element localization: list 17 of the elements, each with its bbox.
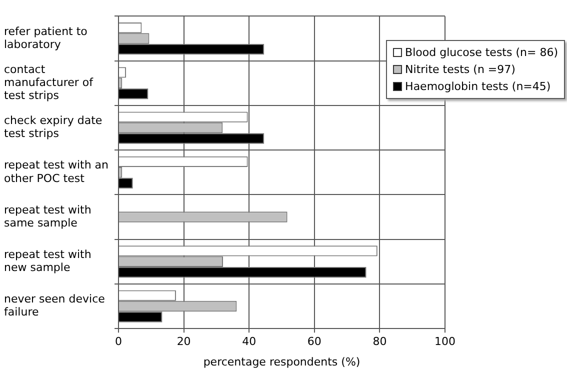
legend-label: Nitrite tests (n =97): [404, 62, 516, 78]
legend-label: Haemoglobin tests (n=45): [404, 79, 552, 95]
x-tick-label: 20: [176, 335, 191, 348]
y-tick-label: repeat test with same sample: [4, 203, 92, 230]
text: Blood glucose tests (n= 86): [404, 45, 558, 61]
y-tick-label: refer patient to laboratory: [4, 24, 88, 51]
x-axis-title: percentage respondents (%): [203, 355, 360, 368]
y-tick-label: contact manufacturer of test strips: [4, 62, 94, 102]
y-tick-label: repeat test with an other POC test: [4, 158, 109, 185]
x-tick-label: 80: [372, 335, 387, 348]
x-tick-label: 100: [434, 335, 456, 348]
x-tick-label: 60: [307, 335, 322, 348]
x-tick-label: 0: [115, 335, 122, 348]
y-tick-label: repeat test with new sample: [4, 248, 92, 274]
y-tick-label: check expiry date test strips: [4, 114, 102, 140]
y-tick-label: never seen device failure: [4, 292, 106, 319]
x-tick-label: 40: [242, 335, 256, 348]
